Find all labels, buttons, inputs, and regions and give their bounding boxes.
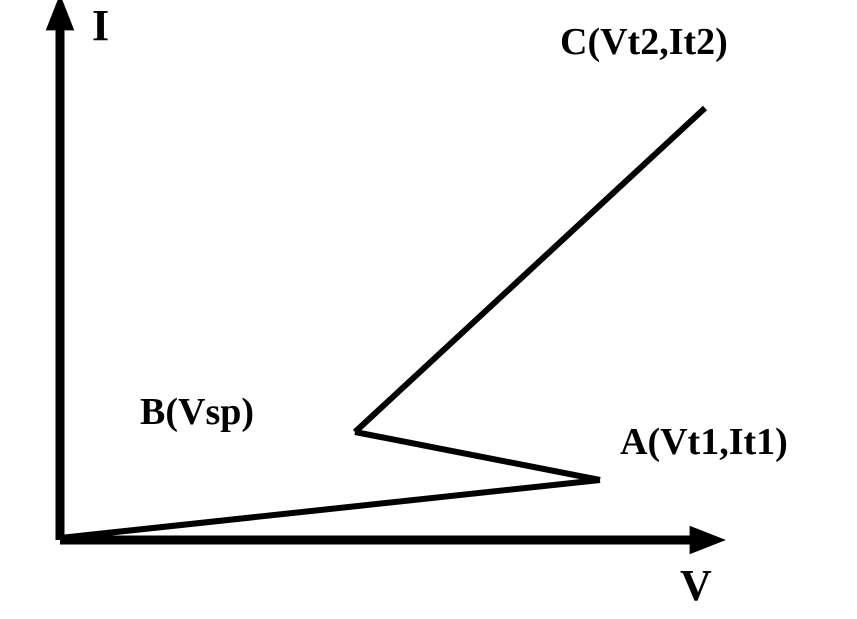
x-axis-label: V	[680, 560, 712, 611]
point-b-label: B(Vsp)	[140, 390, 254, 434]
y-axis-label: I	[92, 0, 109, 51]
iv-curve-chart: I V A(Vt1,It1) B(Vsp) C(Vt2,It2)	[0, 0, 857, 614]
point-c-label: C(Vt2,It2)	[560, 20, 728, 64]
point-a-label: A(Vt1,It1)	[620, 420, 788, 464]
chart-svg	[0, 0, 857, 614]
